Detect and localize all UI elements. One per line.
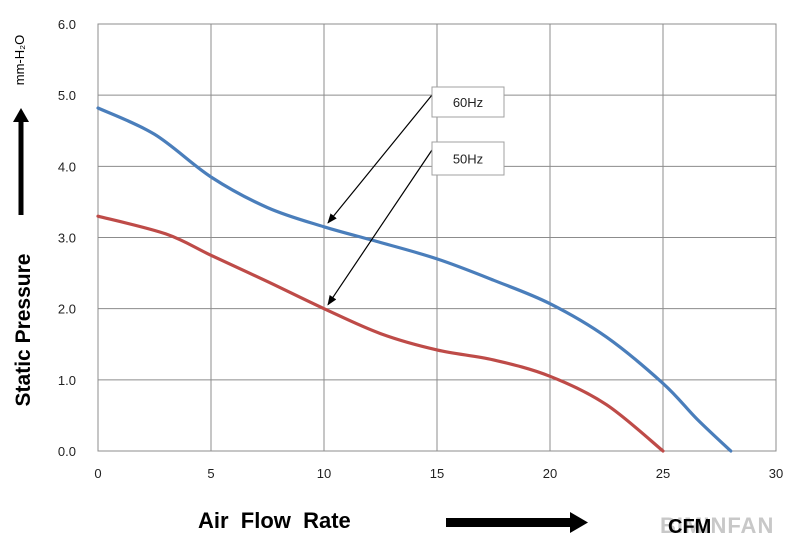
annotations: 60Hz 50Hz [327,86,505,306]
tick-labels: 0 5 10 15 20 25 30 0.0 1.0 2.0 3.0 4.0 5.0 6.0 [58,17,783,481]
y-tick-label: 1.0 [58,373,76,388]
x-tick-label: 25 [656,466,670,481]
y-tick-label: 6.0 [58,17,76,32]
x-tick-label: 10 [317,466,331,481]
annotation-box [431,141,505,176]
plot-frame [97,23,777,452]
y-axis-label: Static Pressure [12,254,35,407]
y-tick-label: 4.0 [58,159,76,174]
x-axis-unit: CFM [668,516,711,538]
annotation-label: 50Hz [453,152,483,167]
y-tick-label: 2.0 [58,302,76,317]
x-tick-label: 0 [94,466,101,481]
x-tick-label: 15 [430,466,444,481]
y-axis-arrowhead [13,108,29,122]
y-tick-label: 3.0 [58,231,76,246]
y-axis-unit: mm-H₂O [12,35,27,86]
annotation-arrow [327,149,433,306]
x-axis-arrowhead [570,512,588,533]
x-axis-arrow [446,518,572,527]
x-tick-label: 30 [769,466,783,481]
x-tick-label: 5 [207,466,214,481]
y-tick-label: 0.0 [58,444,76,459]
series-line-50hz [96,214,665,453]
annotation-arrow [327,94,433,224]
series-line-60hz [96,106,733,453]
annotation-box [431,86,505,118]
x-tick-label: 20 [543,466,557,481]
x-axis-label: Air Flow Rate [198,508,351,533]
y-tick-label: 5.0 [58,88,76,103]
series-lines [96,106,733,453]
watermark-logo: BIMINFAN [660,513,774,538]
annotation-label: 60Hz [453,95,483,110]
